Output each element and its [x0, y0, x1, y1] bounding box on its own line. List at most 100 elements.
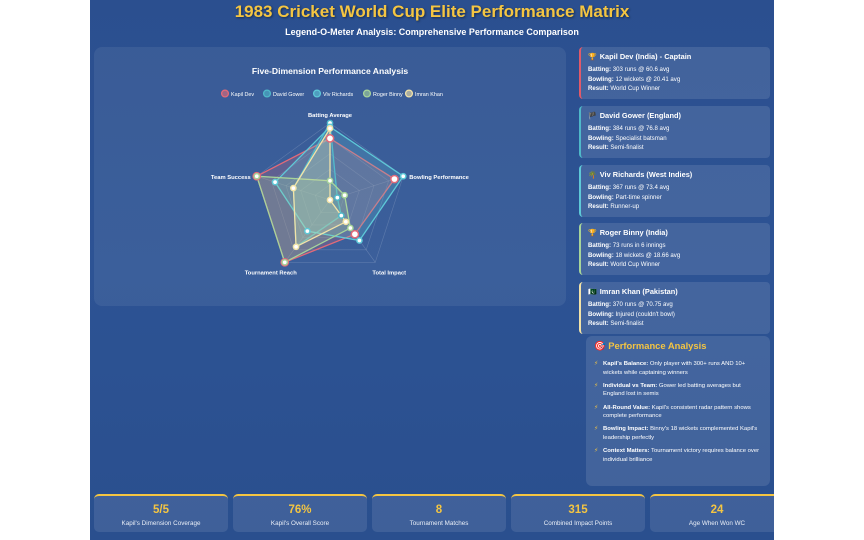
axis-label: Batting Average — [308, 113, 353, 119]
result-value: World Cup Winner — [610, 85, 661, 93]
bowling-value: 18 wickets @ 18.66 avg — [615, 251, 681, 259]
result-label: Result: — [588, 85, 609, 93]
player-name: 🇵🇰 Imran Khan (Pakistan) — [588, 287, 763, 296]
analysis-item-label: All-Round Value: — [603, 404, 651, 411]
stat-label: Age When Won WC — [688, 520, 746, 527]
dashboard-page: 1983 Cricket World Cup Elite Performance… — [90, 0, 774, 540]
player-bowling: Bowling: Specialist batsman — [588, 134, 763, 144]
data-point — [304, 227, 311, 235]
player-name-text: Kapil Dev (India) - Captain — [599, 52, 692, 61]
lightning-icon: ⚡ — [594, 426, 599, 433]
analysis-item-label: Bowling Impact: — [603, 426, 649, 433]
analysis-item-label: Context Matters: — [603, 448, 650, 455]
analysis-item-text: Binny's 18 wickets complemented Kapil's … — [603, 426, 758, 441]
batting-label: Batting: — [588, 301, 612, 308]
bowling-value: 12 wickets @ 20.41 avg — [615, 75, 681, 83]
analysis-item-text: Only player with 300+ runs AND 10+ wicke… — [603, 361, 746, 376]
player-result: Result: World Cup Winner — [588, 84, 763, 94]
player-card: 🏆 Kapil Dev (India) - Captain Batting: 303… — [579, 47, 770, 99]
analysis-heading-text: Performance Analysis — [608, 340, 707, 351]
legend-swatch — [262, 89, 272, 98]
player-card: 🏴 David Gower (England) Batting: 384 runs … — [579, 106, 770, 158]
result-value: Semi-finalist — [610, 320, 644, 328]
result-label: Result: — [588, 144, 609, 152]
series-area — [274, 126, 405, 242]
series-area — [292, 126, 347, 248]
player-name: 🏴 David Gower (England) — [588, 111, 763, 120]
stat-card: 8 Tournament Matches — [372, 494, 506, 532]
legend-swatch — [220, 89, 230, 98]
stat-card: 24 Age When Won WC — [650, 494, 774, 532]
data-point — [281, 258, 289, 266]
grid-ring — [300, 168, 360, 226]
batting-value: 73 runs in 6 innings — [612, 242, 666, 249]
analysis-item-text: Gower led batting averages but England l… — [603, 382, 741, 398]
grid-ring — [285, 153, 375, 238]
player-result: Result: Semi-finalist — [588, 319, 763, 329]
data-point — [342, 218, 350, 226]
data-point — [292, 243, 300, 251]
lightning-icon: ⚡ — [594, 448, 599, 455]
player-result: Result: World Cup Winner — [588, 260, 763, 270]
stat-value: 76% — [288, 504, 312, 516]
bowling-label: Bowling: — [588, 310, 614, 318]
player-name: 🏆 Roger Binny (India) — [588, 228, 763, 237]
bowling-label: Bowling: — [588, 251, 614, 259]
stat-card: 76% Kapil's Overall Score — [233, 494, 367, 532]
axis-label: Bowling Performance — [409, 175, 469, 181]
analysis-item-text: Kapil's consistent radar pattern shows c… — [603, 404, 751, 420]
analysis-item: ⚡ Bowling Impact: Binny's 18 wickets comp… — [594, 425, 762, 442]
player-name: 🏆 Kapil Dev (India) - Captain — [588, 52, 763, 61]
analysis-item: ⚡ Context Matters: Tournament victory req… — [594, 447, 762, 464]
flag-icon: 🌴 — [588, 172, 597, 179]
stat-label: Kapil's Overall Score — [270, 520, 330, 527]
radar-chart-panel: Five-Dimension Performance Analysis Kapil… — [94, 47, 566, 306]
analysis-list: ⚡ Kapil's Balance: Only player with 300+ … — [594, 360, 762, 464]
data-point — [341, 191, 348, 199]
stat-label: Tournament Matches — [409, 520, 469, 527]
result-label: Result: — [588, 203, 609, 211]
legend-label: Roger Binny — [373, 92, 403, 98]
player-card: 🇵🇰 Imran Khan (Pakistan) Batting: 370 runs… — [579, 282, 770, 334]
result-value: Runner-up — [610, 203, 640, 211]
analysis-item-label: Individual vs Team: — [603, 382, 658, 389]
player-result: Result: Semi-finalist — [588, 143, 763, 153]
stat-value: 8 — [435, 504, 443, 516]
radar-chart: Five-Dimension Performance Analysis Kapil… — [211, 66, 470, 276]
player-batting: Batting: 73 runs in 6 innings — [588, 241, 763, 251]
batting-label: Batting: — [588, 125, 612, 132]
stat-card: 5/5 Kapil's Dimension Coverage — [94, 494, 228, 532]
result-label: Result: — [588, 261, 609, 269]
target-icon: 🎯 — [594, 340, 606, 351]
player-batting: Batting: 367 runs @ 73.4 avg — [588, 183, 763, 193]
analysis-item: ⚡ Individual vs Team: Gower led batting a… — [594, 382, 762, 399]
analysis-item: ⚡ All-Round Value: Kapil's consistent rad… — [594, 404, 762, 421]
player-name-text: Viv Richards (West Indies) — [599, 170, 693, 179]
data-point — [271, 178, 279, 186]
player-card: 🌴 Viv Richards (West Indies) Batting: 367 … — [579, 165, 770, 217]
stat-card: 315 Combined Impact Points — [511, 494, 645, 532]
batting-value: 367 runs @ 73.4 avg — [612, 184, 670, 191]
result-value: World Cup Winner — [610, 261, 661, 269]
axis-label: Team Success — [211, 175, 251, 181]
legend-swatch — [362, 89, 372, 98]
axis-label: Total Impact — [372, 270, 406, 276]
flag-icon: 🇵🇰 — [588, 289, 597, 296]
flag-icon: 🏆 — [588, 230, 597, 237]
series-area — [255, 175, 352, 264]
player-card: 🏆 Roger Binny (India) Batting: 73 runs in … — [579, 223, 770, 275]
data-point — [326, 125, 334, 132]
bowling-value: Injured (couldn't bowl) — [615, 310, 675, 318]
lightning-icon: ⚡ — [594, 382, 599, 389]
bowling-value: Part-time spinner — [615, 193, 662, 201]
player-bowling: Bowling: Injured (couldn't bowl) — [588, 310, 763, 320]
batting-label: Batting: — [588, 242, 612, 249]
batting-label: Batting: — [588, 184, 612, 191]
analysis-item: ⚡ Kapil's Balance: Only player with 300+ … — [594, 360, 762, 377]
legend-swatch — [404, 89, 414, 98]
result-label: Result: — [588, 320, 609, 328]
bowling-label: Bowling: — [588, 193, 614, 201]
legend-label: David Gower — [273, 92, 304, 98]
data-point — [325, 134, 335, 143]
page-title: 1983 Cricket World Cup Elite Performance… — [234, 2, 630, 21]
